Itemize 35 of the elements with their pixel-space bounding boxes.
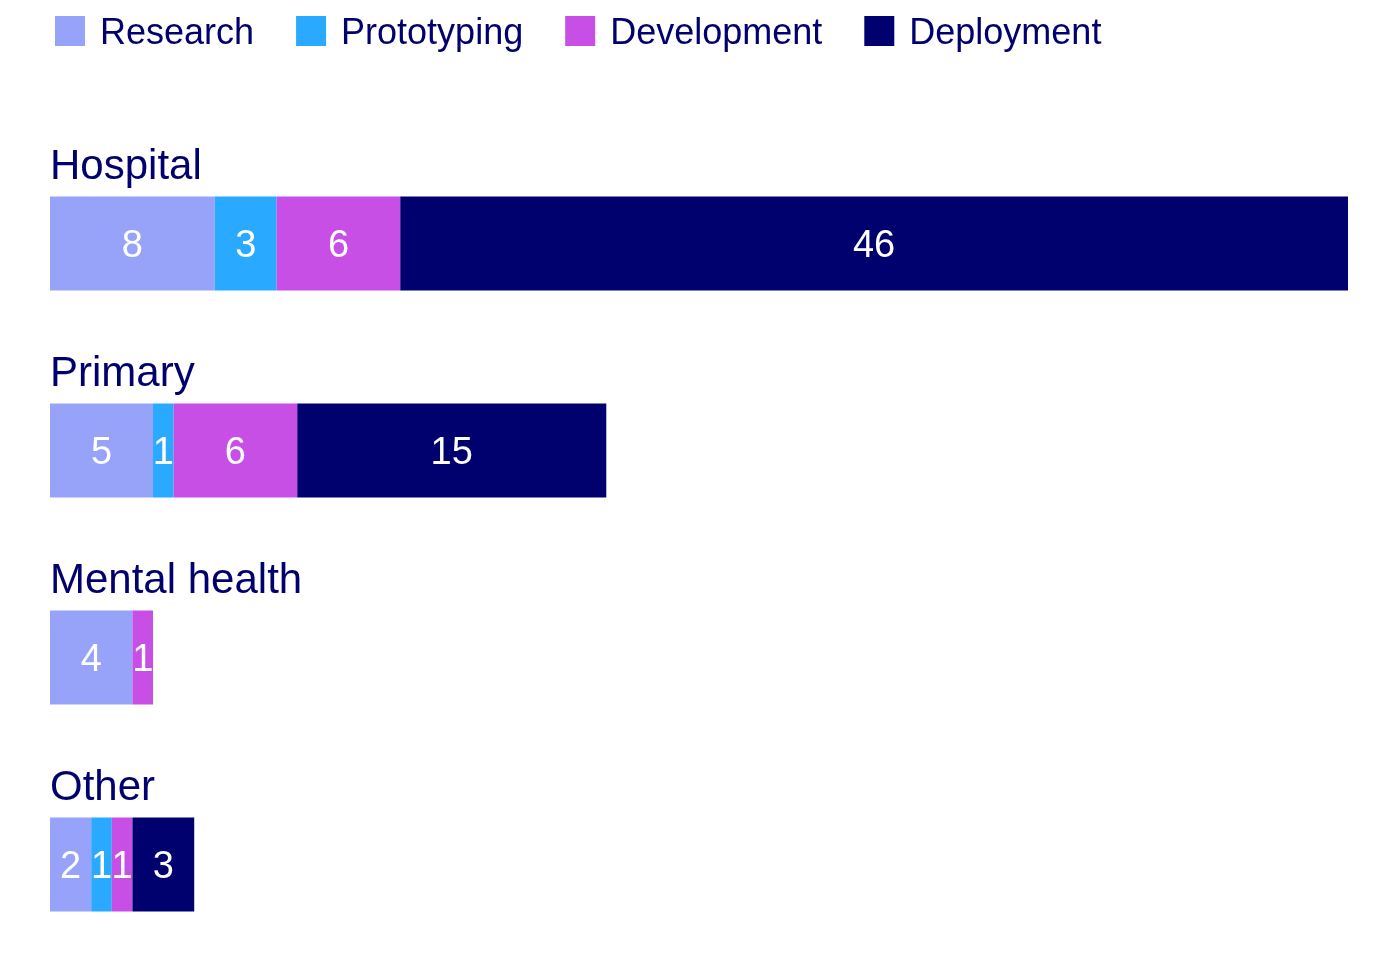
bar: [276, 196, 401, 291]
bar: [297, 403, 607, 498]
y-tick-label: Primary: [50, 348, 195, 395]
data-label: 1: [90, 843, 113, 886]
data-label: 46: [852, 222, 896, 265]
data-label: 3: [152, 843, 174, 886]
bar: [50, 817, 92, 912]
legend-label: Deployment: [909, 10, 1102, 52]
bar: [153, 403, 174, 498]
y-tick-label: Hospital: [50, 141, 202, 188]
y-tick-label: Mental health: [50, 555, 303, 602]
data-label: 1: [132, 636, 154, 679]
bar: [132, 817, 195, 912]
legend-label: Prototyping: [341, 10, 524, 52]
bar: [214, 196, 277, 291]
bar: [50, 610, 133, 705]
data-label: 1: [152, 429, 174, 472]
data-label: 15: [430, 429, 473, 472]
data-label: 8: [121, 222, 143, 265]
bar: [173, 403, 298, 498]
data-label: 1: [111, 843, 133, 886]
data-label: 5: [90, 429, 113, 472]
bar: [50, 196, 215, 291]
data-label: 4: [80, 636, 102, 679]
data-label: 2: [60, 843, 82, 886]
legend-label: Development: [610, 10, 823, 52]
data-label: 6: [327, 222, 350, 265]
bar: [132, 610, 154, 705]
legend-label: Research: [100, 10, 255, 52]
bar: [400, 196, 1348, 291]
bar: [50, 403, 154, 498]
data-label: 3: [235, 222, 257, 265]
bar: [91, 817, 112, 912]
y-tick-label: Other: [50, 762, 156, 809]
data-label: 6: [224, 429, 246, 472]
